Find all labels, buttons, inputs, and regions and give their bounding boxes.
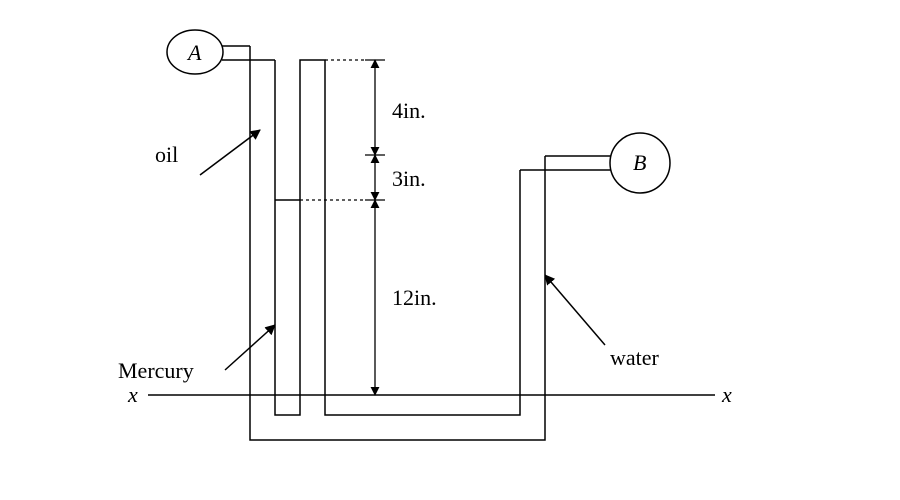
water-arrow [545,275,605,345]
water-label: water [610,345,660,370]
datum-right-label: x [721,382,732,407]
pipe-b-label: B [633,150,646,175]
datum-line: x x [127,382,732,407]
dim-bot-label: 12in. [392,285,437,310]
dimension-column [300,60,385,395]
dim-top-label: 4in. [392,98,426,123]
dim-mid-label: 3in. [392,166,426,191]
oil-label: oil [155,142,178,167]
oil-arrow [200,130,260,175]
pipe-a-label: A [186,40,202,65]
pipe-a: A [167,30,275,74]
mercury-label: Mercury [118,358,194,383]
pipe-b: B [520,133,670,193]
datum-left-label: x [127,382,138,407]
